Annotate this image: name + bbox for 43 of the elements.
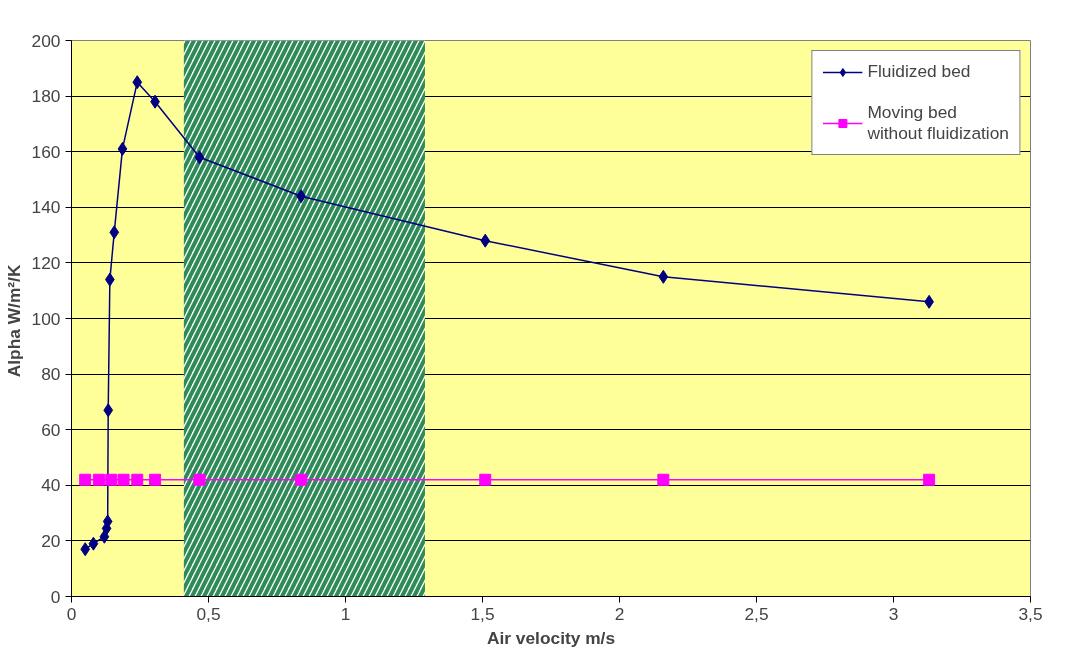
- y-tick-label: 0: [50, 586, 61, 607]
- point: [109, 225, 120, 240]
- y-tick-label: 140: [31, 197, 61, 218]
- y-tick-label: 40: [41, 475, 61, 496]
- point: [479, 473, 492, 486]
- x-tick-label: 0,5: [196, 603, 221, 624]
- legend-label: Fluidized bed: [867, 61, 971, 82]
- point: [923, 473, 936, 486]
- point: [132, 75, 143, 90]
- x-tick-label: 3: [888, 603, 899, 624]
- x-tick-label: 0: [66, 603, 77, 624]
- point: [88, 536, 99, 551]
- point: [117, 141, 128, 156]
- point: [80, 542, 91, 557]
- y-tick-label: 100: [31, 308, 61, 329]
- point: [103, 403, 114, 418]
- y-tick-label: 60: [41, 419, 61, 440]
- legend-label: Moving bed without fluidization: [867, 102, 1009, 144]
- point: [193, 473, 206, 486]
- point: [194, 150, 205, 165]
- x-tick-label: 2,5: [744, 603, 769, 624]
- x-axis-title: Air velocity m/s: [486, 627, 616, 648]
- point: [480, 233, 491, 248]
- y-tick-label: 120: [31, 252, 61, 273]
- point: [92, 473, 105, 486]
- y-tick-label: 180: [31, 86, 61, 107]
- y-tick-label: 160: [31, 141, 61, 162]
- x-tick-label: 2: [614, 603, 625, 624]
- point: [117, 473, 130, 486]
- point: [149, 473, 162, 486]
- x-tick-label: 1,5: [470, 603, 495, 624]
- x-tick-label: 1: [340, 603, 351, 624]
- y-tick-label: 80: [41, 364, 61, 385]
- point: [658, 269, 669, 284]
- y-tick-label: 20: [41, 530, 61, 551]
- point: [105, 473, 118, 486]
- point: [79, 473, 92, 486]
- point: [131, 473, 144, 486]
- x-tick-label: 3,5: [1018, 603, 1043, 624]
- point: [295, 473, 308, 486]
- y-tick-label: 200: [31, 30, 61, 51]
- y-axis-title: Alpha W/m²/K: [3, 264, 24, 378]
- point: [657, 473, 670, 486]
